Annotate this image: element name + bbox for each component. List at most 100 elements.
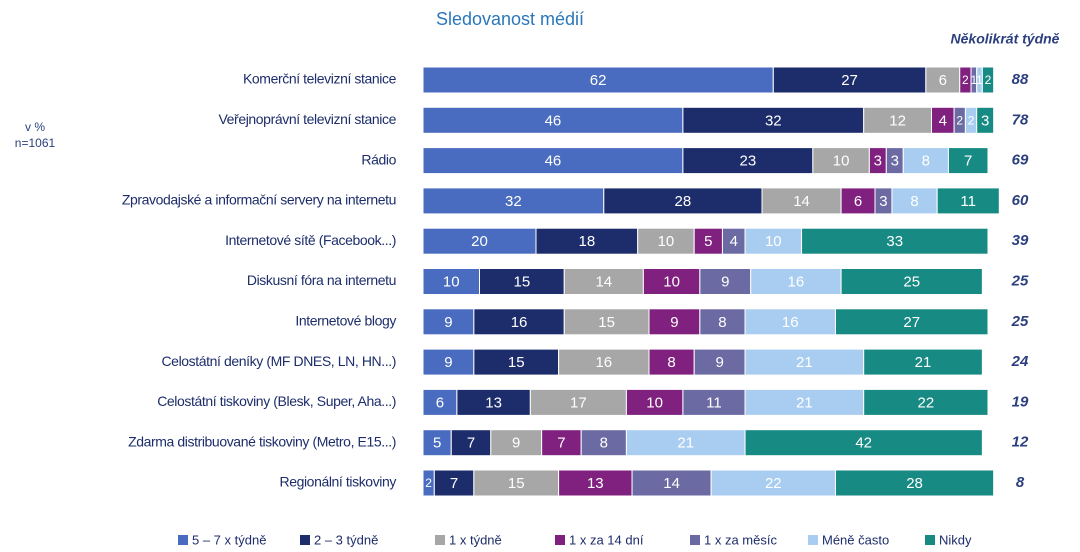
- category-label: Veřejnoprávní televizní stanice: [219, 111, 397, 127]
- total-label: 8: [1016, 474, 1025, 491]
- bar-segment: [699, 268, 752, 295]
- value-label: 28: [675, 193, 692, 210]
- value-label: 10: [663, 273, 680, 290]
- bar-segment: [902, 147, 949, 175]
- category-label: Diskusní fóra na internetu: [247, 272, 396, 288]
- legend-label: Nikdy: [939, 532, 972, 547]
- bar-segment: [648, 308, 701, 336]
- legend-swatch: [925, 535, 935, 545]
- bar-segment: [422, 268, 480, 295]
- value-label: 11: [960, 193, 976, 210]
- bar-segment: [840, 187, 876, 215]
- bar-segment: [529, 388, 627, 416]
- bar-segment: [834, 469, 995, 497]
- value-label: 9: [512, 435, 520, 452]
- legend-swatch: [690, 535, 700, 545]
- bar-segment: [422, 187, 605, 215]
- value-label: 3: [891, 153, 899, 170]
- value-label: 2: [425, 476, 432, 490]
- value-label: 2: [985, 73, 992, 87]
- category-label: Celostátní tiskoviny (Blesk, Super, Aha.…: [157, 393, 396, 409]
- value-label: 27: [841, 72, 858, 89]
- bar-segment: [750, 268, 842, 295]
- value-label: 32: [505, 193, 522, 210]
- legend-label: Méně často: [822, 532, 889, 547]
- note: n=1061: [15, 136, 56, 150]
- bar-segment: [637, 227, 695, 255]
- bar-segment: [473, 469, 560, 497]
- value-label: 7: [964, 153, 972, 170]
- bar-segment: [710, 469, 836, 497]
- bar-segment: [976, 106, 995, 134]
- value-label: 25: [903, 273, 920, 290]
- legend-label: 1 x týdně: [449, 532, 502, 547]
- bar-segment: [535, 227, 639, 255]
- bar-segment: [642, 268, 701, 295]
- bar-segment: [422, 388, 458, 416]
- value-label: 46: [545, 153, 562, 170]
- value-label: 62: [590, 72, 607, 89]
- bar-segment: [744, 308, 836, 336]
- category-label: Komerční televizní stanice: [243, 71, 397, 87]
- value-label: 8: [718, 314, 726, 331]
- legend-swatch: [300, 535, 310, 545]
- bar-segment: [422, 348, 475, 376]
- category-label: Internetové blogy: [295, 313, 396, 329]
- value-label: 32: [765, 112, 782, 129]
- bar-segment: [580, 429, 627, 457]
- value-label: 1: [976, 73, 983, 87]
- value-label: 28: [906, 475, 923, 492]
- value-label: 4: [939, 112, 947, 129]
- total-label: 25: [1011, 313, 1029, 330]
- value-label: 10: [646, 394, 663, 411]
- value-label: 7: [450, 475, 458, 492]
- bar-segment: [490, 429, 543, 457]
- value-label: 16: [595, 354, 612, 371]
- legend-swatch: [555, 535, 565, 545]
- category-label: Rádio: [361, 151, 396, 167]
- value-label: 17: [570, 394, 587, 411]
- value-label: 8: [922, 153, 930, 170]
- value-label: 21: [677, 435, 694, 452]
- value-label: 10: [443, 273, 460, 290]
- legend-label: 1 x za měsíc: [704, 532, 777, 547]
- value-label: 9: [670, 314, 678, 331]
- value-label: 6: [854, 193, 862, 210]
- total-label: 19: [1012, 393, 1029, 410]
- legend-swatch: [178, 535, 188, 545]
- category-label: Celostátní deníky (MF DNES, LN, HN...): [161, 353, 396, 369]
- value-label: 33: [886, 233, 903, 250]
- bar-segment: [863, 388, 989, 416]
- value-label: 6: [939, 72, 947, 89]
- legend-label: 1 x za 14 dní: [569, 532, 644, 547]
- value-label: 21: [796, 354, 813, 371]
- bar-segment: [603, 187, 763, 215]
- value-label: 3: [981, 112, 989, 129]
- bar-segment: [558, 348, 650, 376]
- total-label: 39: [1012, 232, 1029, 249]
- bar-segment: [936, 187, 1000, 215]
- bar-segment: [682, 388, 746, 416]
- value-label: 13: [587, 475, 604, 492]
- value-label: 15: [508, 475, 525, 492]
- value-label: 13: [485, 394, 502, 411]
- value-label: 23: [740, 153, 757, 170]
- value-label: 2: [968, 113, 975, 127]
- value-label: 14: [793, 193, 810, 210]
- bar-segment: [863, 348, 983, 376]
- value-label: 7: [467, 435, 475, 452]
- bar-segment: [812, 147, 870, 175]
- bar-segment: [840, 268, 983, 295]
- total-label: 88: [1012, 71, 1029, 88]
- bar-segment: [479, 268, 565, 295]
- value-label: 16: [782, 314, 799, 331]
- bar-segment: [761, 187, 842, 215]
- bar-segment: [772, 66, 927, 94]
- value-label: 16: [788, 273, 805, 290]
- bar-segment: [541, 429, 582, 457]
- bar-segment: [473, 308, 565, 336]
- value-label: 2: [962, 73, 969, 87]
- bar-segment: [422, 308, 475, 336]
- value-label: 10: [833, 153, 850, 170]
- bar-segment: [801, 227, 989, 255]
